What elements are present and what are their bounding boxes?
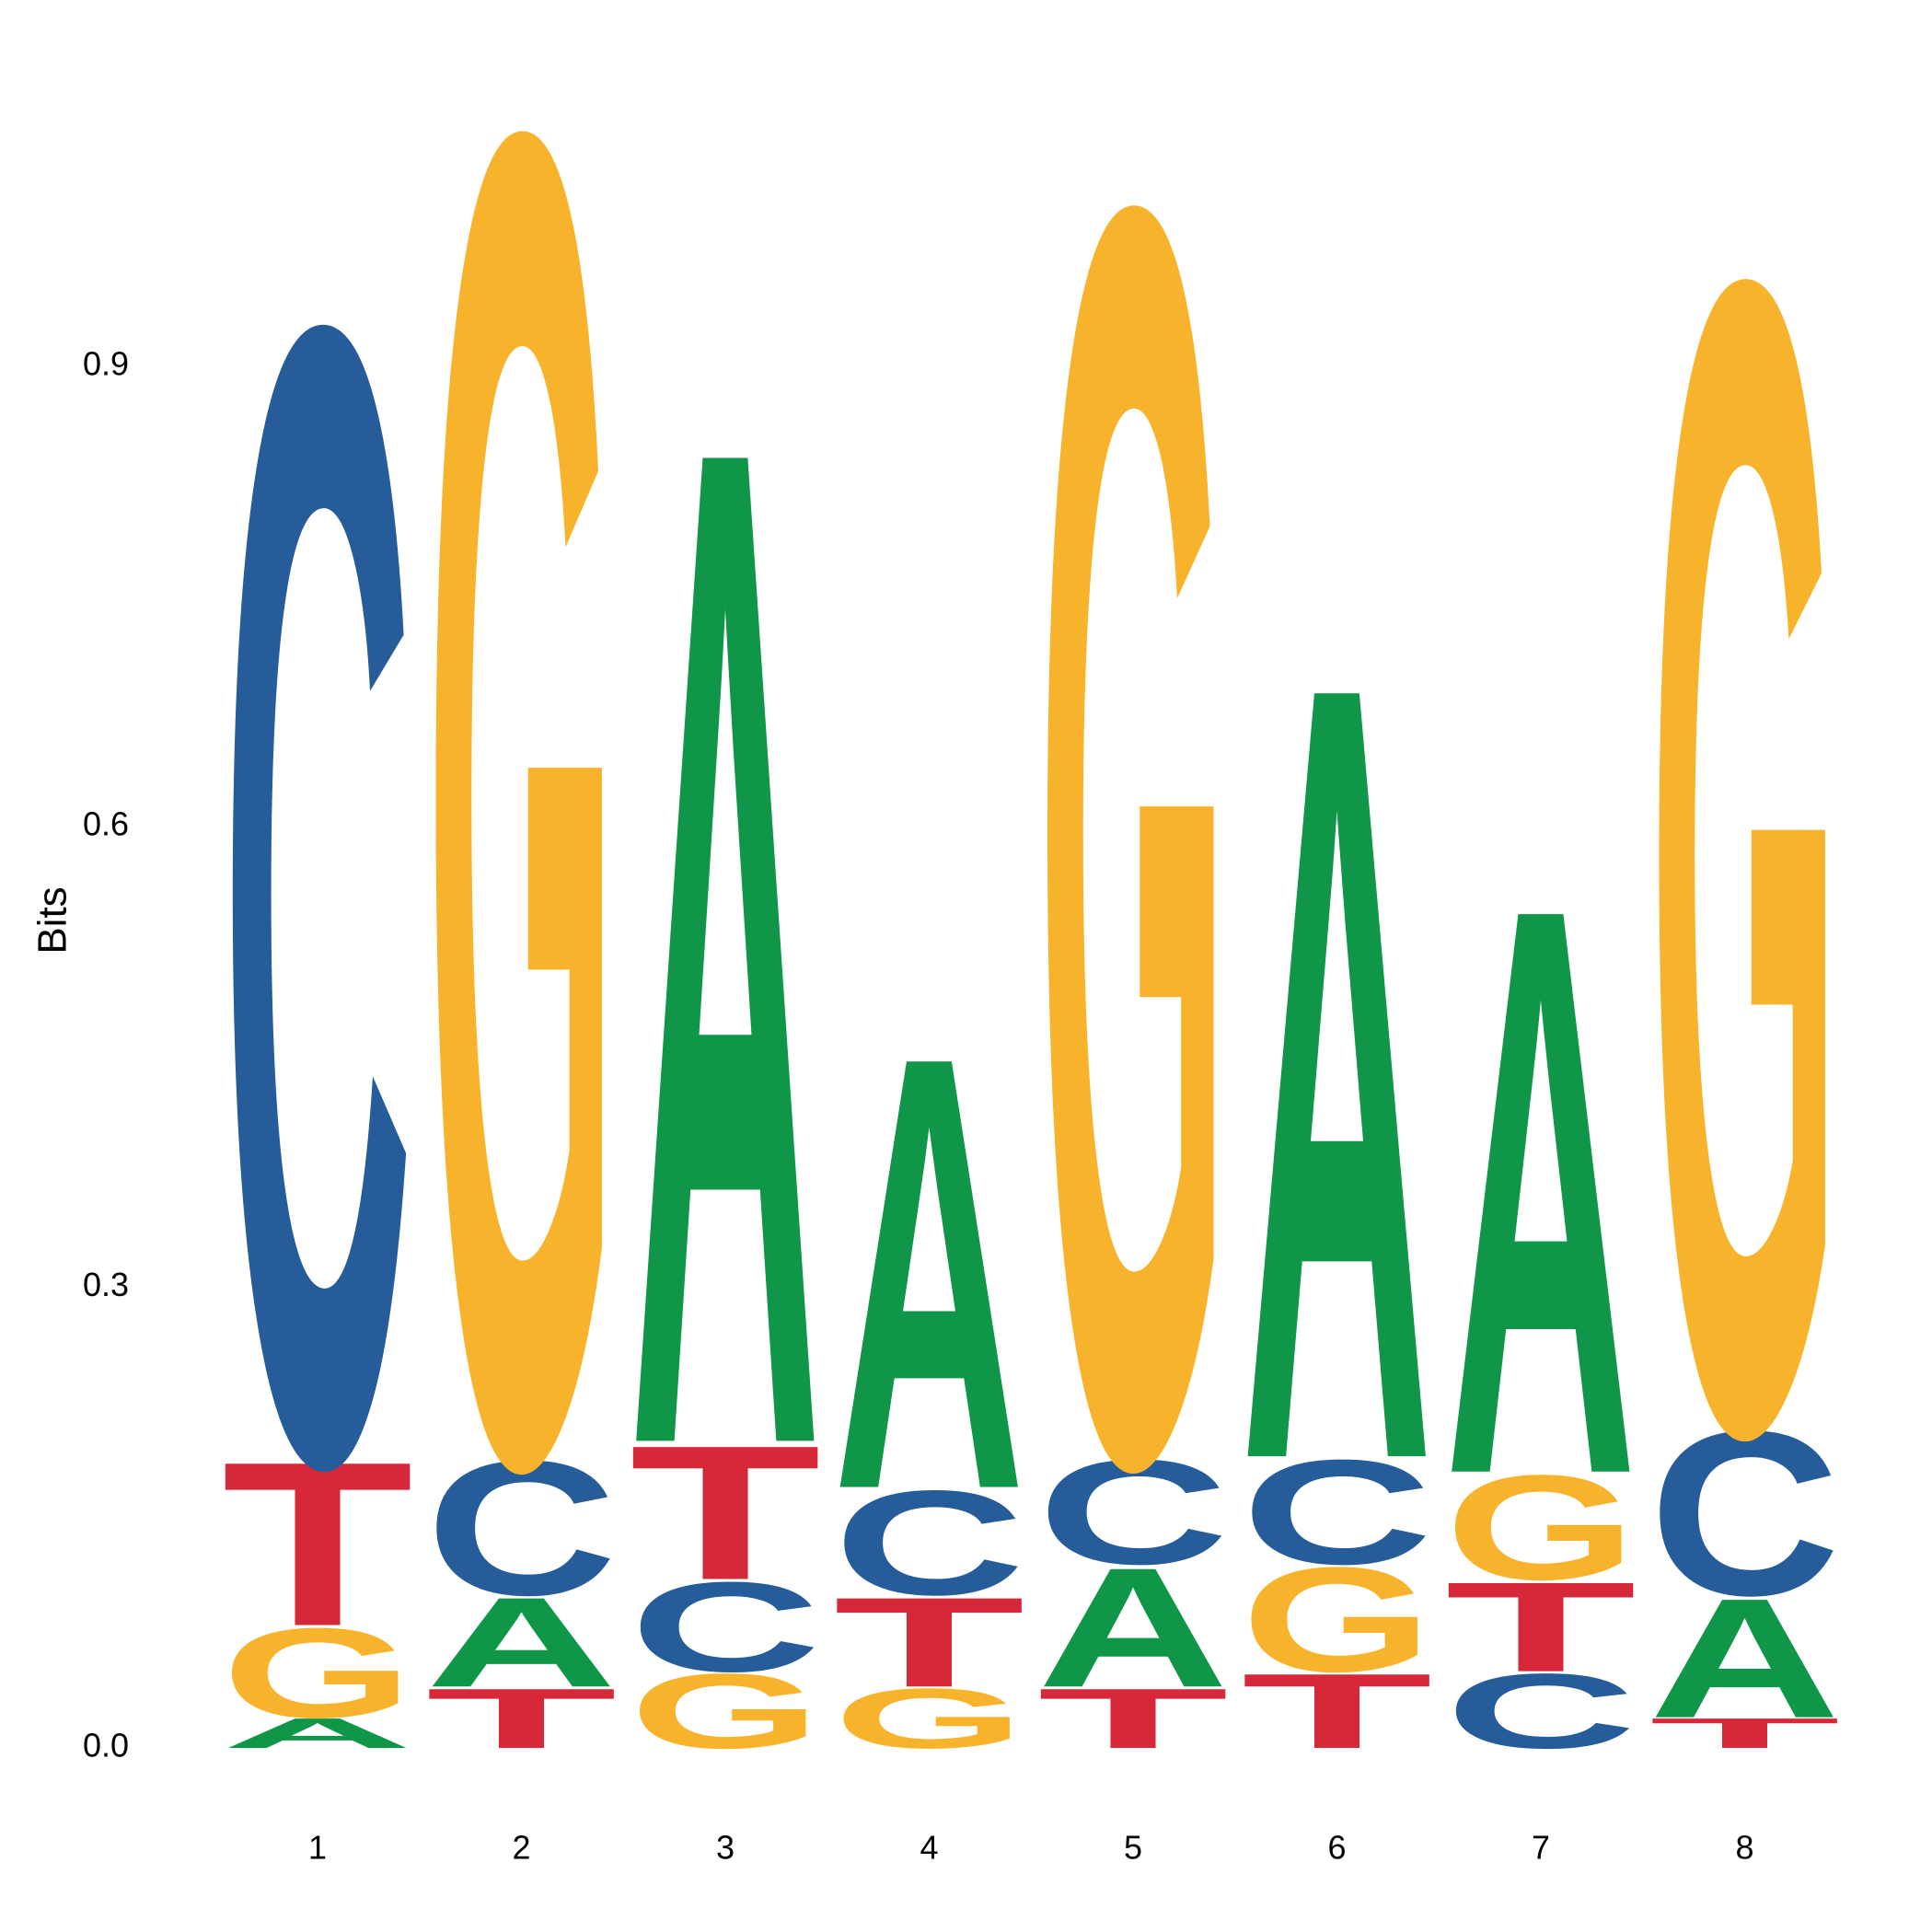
logo-letter-g: G [1445, 1444, 1637, 1611]
y-tick-label: 0.6 [83, 805, 129, 843]
logo-letter-t: T [1445, 1556, 1637, 1699]
x-tick-label: 8 [1735, 1829, 1753, 1867]
logo-letter-g: G [1242, 1536, 1433, 1703]
logo-letter-c: C [1445, 1651, 1637, 1771]
y-axis-label: Bits [30, 886, 75, 954]
x-tick-label: 4 [920, 1829, 938, 1867]
logo-letter-a: A [1242, 452, 1433, 1692]
x-tick-label: 3 [716, 1829, 735, 1867]
logo-letter-a: A [222, 1709, 413, 1757]
logo-letter-c: C [834, 1459, 1025, 1626]
logo-letter-g: G [1037, 0, 1229, 1836]
logo-letter-c: C [222, 0, 413, 1800]
logo-letter-t: T [222, 1413, 413, 1675]
x-tick-label: 7 [1532, 1829, 1550, 1867]
logo-letter-c: C [1649, 1382, 1840, 1645]
y-tick-label: 0.9 [83, 344, 129, 382]
logo-letter-a: A [1445, 738, 1637, 1644]
logo-letter-c: C [426, 1421, 618, 1636]
logo-letter-t: T [426, 1671, 618, 1766]
logo-letter-g: G [630, 1651, 821, 1771]
logo-letter-g: G [222, 1602, 413, 1744]
logo-letter-t: T [834, 1571, 1025, 1714]
x-tick-label: 1 [308, 1829, 327, 1867]
x-tick-label: 2 [512, 1829, 530, 1867]
logo-letter-c: C [1037, 1429, 1229, 1596]
y-tick-label: 0.0 [83, 1727, 129, 1764]
logo-letter-a: A [1649, 1564, 1841, 1754]
logo-letter-a: A [630, 147, 821, 1744]
logo-letter-t: T [630, 1405, 821, 1619]
logo-letter-t: T [1037, 1671, 1229, 1766]
logo-letter-g: G [426, 0, 618, 1859]
logo-letter-c: C [630, 1556, 821, 1699]
logo-letter-g: G [1649, 0, 1841, 1775]
logo-letter-t: T [1649, 1709, 1841, 1757]
x-axis-ticks: 1 2 3 4 5 6 7 8 [308, 1829, 1754, 1867]
logo-letter-g: G [834, 1672, 1025, 1766]
logo-letter-a: A [425, 1570, 617, 1714]
y-tick-label: 0.3 [83, 1266, 129, 1303]
x-tick-label: 5 [1124, 1829, 1142, 1867]
logo-letter-a: A [833, 927, 1024, 1618]
logo-letter-c: C [1242, 1429, 1433, 1596]
logo-letter-a: A [1037, 1533, 1229, 1723]
logo-letter-t: T [1242, 1651, 1433, 1770]
x-tick-label: 6 [1327, 1829, 1346, 1867]
y-axis-ticks: 0.0 0.3 0.6 0.9 [83, 344, 129, 1764]
